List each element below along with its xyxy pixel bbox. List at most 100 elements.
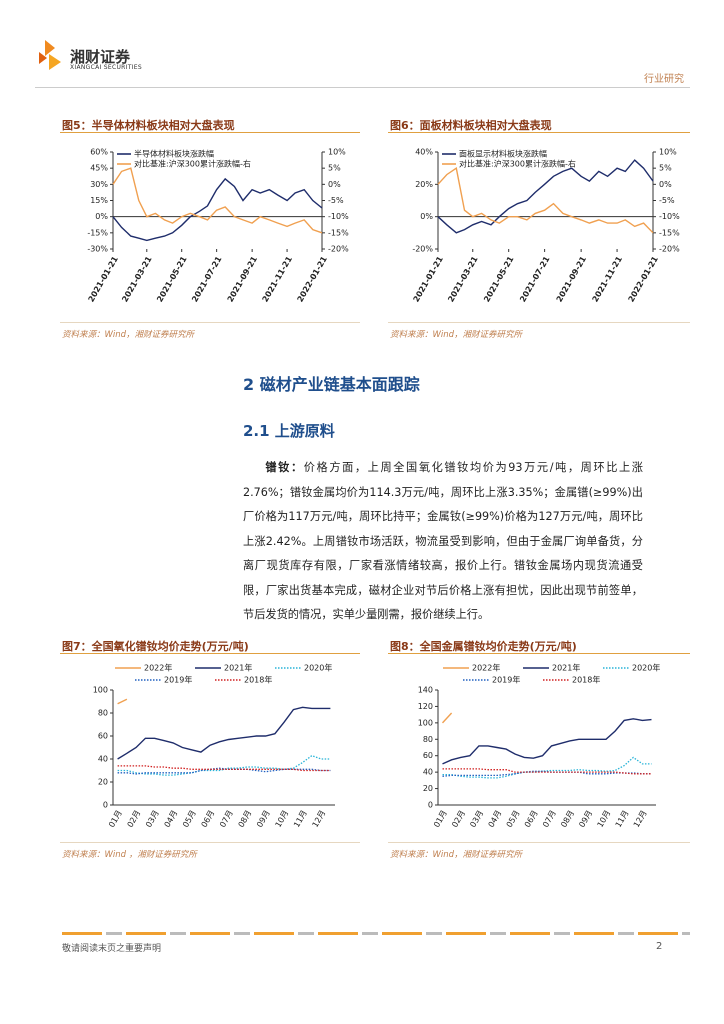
y2-tick-label: -5% [328,196,344,205]
x-tick-label: 2021-03-21 [120,254,154,303]
x-tick-label: 09月 [255,809,272,829]
x-tick-label: 2021-09-21 [555,254,589,303]
x-tick-label: 06月 [523,809,540,829]
series-line [117,754,331,776]
source-rule [388,842,690,843]
subsection-heading: 2.1 上游原料 [243,422,335,440]
figure-source: 资料来源：Wind，湘财证券研究所 [62,330,195,340]
title-rule [60,653,360,654]
y-tick-label: 15% [90,196,108,205]
y2-tick-label: -10% [328,212,349,221]
y2-tick-label: 5% [328,164,341,173]
x-tick-label: 07月 [541,809,558,829]
legend-label: 半导体材料板块涨跌幅 [134,149,214,159]
figure-title: 图5：半导体材料板块相对大盘表现 [62,119,235,132]
paragraph-text: 价格方面，上周全国氧化镨钕均价为93万元/吨，周环比上涨2.76%；镨钕金属均价… [243,461,643,621]
x-tick-label: 01月 [432,809,449,829]
y-tick-label: 0 [103,801,108,810]
y2-tick-label: 5% [659,164,672,173]
x-tick-label: 2021-03-21 [446,254,480,303]
legend-label: 对比基准:沪深300累计涨跌幅-右 [459,159,576,169]
y2-tick-label: -20% [659,245,680,254]
chart: 2021-01-21 2021-03-21 2021-05-21 2021-07-21… [412,148,681,304]
legend-label: 2019年 [492,675,520,685]
series-line [112,177,323,242]
legend-label: 2018年 [572,675,600,685]
x-tick-label: 12月 [311,809,328,829]
y-tick-label: -20% [412,245,433,254]
header-rule [35,87,690,88]
y-tick-label: -15% [87,228,108,237]
title-rule [60,132,360,133]
section-heading: 2 磁材产业链基本面跟踪 [243,375,420,394]
x-tick-label: 2021-11-21 [591,254,625,303]
series-line [117,765,331,772]
y-tick-label: 45% [90,164,108,173]
y-tick-label: 140 [418,686,433,695]
chart: 2021-01-21 2021-03-21 2021-05-21 2021-07-21… [87,148,350,304]
series-line [437,167,654,234]
legend-label: 面板显示材料板块涨跌幅 [459,149,547,159]
y-tick-label: 60 [98,732,108,741]
logo-subtext: XIANGCAI SECURITIES [70,64,142,71]
paragraph: 镨钕：价格方面，上周全国氧化镨钕均价为93万元/吨，周环比上涨2.76%；镨钕金… [243,456,643,628]
x-tick-label: 2021-11-21 [261,254,295,303]
y2-tick-label: -15% [659,228,680,237]
x-tick-label: 12月 [632,809,649,829]
x-tick-label: 05月 [505,809,522,829]
source-rule [60,842,360,843]
y-tick-label: 30% [90,180,108,189]
y2-tick-label: -15% [328,228,349,237]
y-tick-label: 100 [93,686,108,695]
chart: 01月 02月 03月 04月 05月 06月 07月 08月 09月 10月 11月 12月 0 20 4… [418,663,661,830]
x-tick-label: 2021-01-21 [87,254,121,303]
series-line [442,756,652,779]
legend-label: 2022年 [472,663,500,673]
figure-source: 资料来源：Wind ，湘财证券研究所 [62,850,197,860]
title-rule [388,132,690,133]
footer-note: 敬请阅读末页之重要声明 [62,944,162,954]
y-tick-label: 20% [415,180,433,189]
x-tick-label: 08月 [237,809,254,829]
figure-source: 资料来源：Wind，湘财证券研究所 [390,850,523,860]
y-tick-label: 40% [415,148,433,157]
y2-tick-label: 10% [659,148,677,157]
source-rule [60,322,360,323]
y-tick-label: 60% [90,148,108,157]
y2-tick-label: -10% [659,212,680,221]
x-tick-label: 2021-05-21 [155,254,189,303]
x-tick-label: 04月 [163,809,180,829]
footer-bar [62,932,690,935]
x-tick-label: 10月 [596,809,613,829]
x-tick-label: 02月 [126,809,143,829]
x-tick-label: 07月 [218,809,235,829]
y-tick-label: 0 [428,801,433,810]
legend-label: 2018年 [244,675,272,685]
series-line [442,768,652,775]
legend-label: 2019年 [164,675,192,685]
series-line [117,767,331,775]
y-tick-label: 80 [423,735,433,744]
x-tick-label: 2021-05-21 [482,254,516,303]
y-tick-label: 20 [423,784,433,793]
chart: 01月 02月 03月 04月 05月 06月 07月 08月 09月 10月 11月 12月 0 20 4… [93,663,335,829]
series-line [442,770,652,777]
legend-label: 2020年 [304,663,332,673]
x-tick-label: 10月 [274,809,291,829]
figure-title: 图6：面板材料板块相对大盘表现 [390,119,552,132]
x-tick-label: 2022-01-21 [627,254,661,303]
y2-tick-label: 0% [328,180,341,189]
x-tick-label: 2021-07-21 [518,254,552,303]
paragraph-lead: 镨钕： [265,461,304,474]
series-line [437,159,654,234]
x-tick-label: 01月 [107,809,124,829]
legend-label: 2021年 [552,663,580,673]
y-tick-label: 60 [423,751,433,760]
legend-label: 2021年 [224,663,252,673]
series-line [442,718,652,765]
y-tick-label: 120 [418,702,433,711]
y-tick-label: 40 [423,768,433,777]
page-number: 2 [656,941,663,952]
x-tick-label: 05月 [181,809,198,829]
